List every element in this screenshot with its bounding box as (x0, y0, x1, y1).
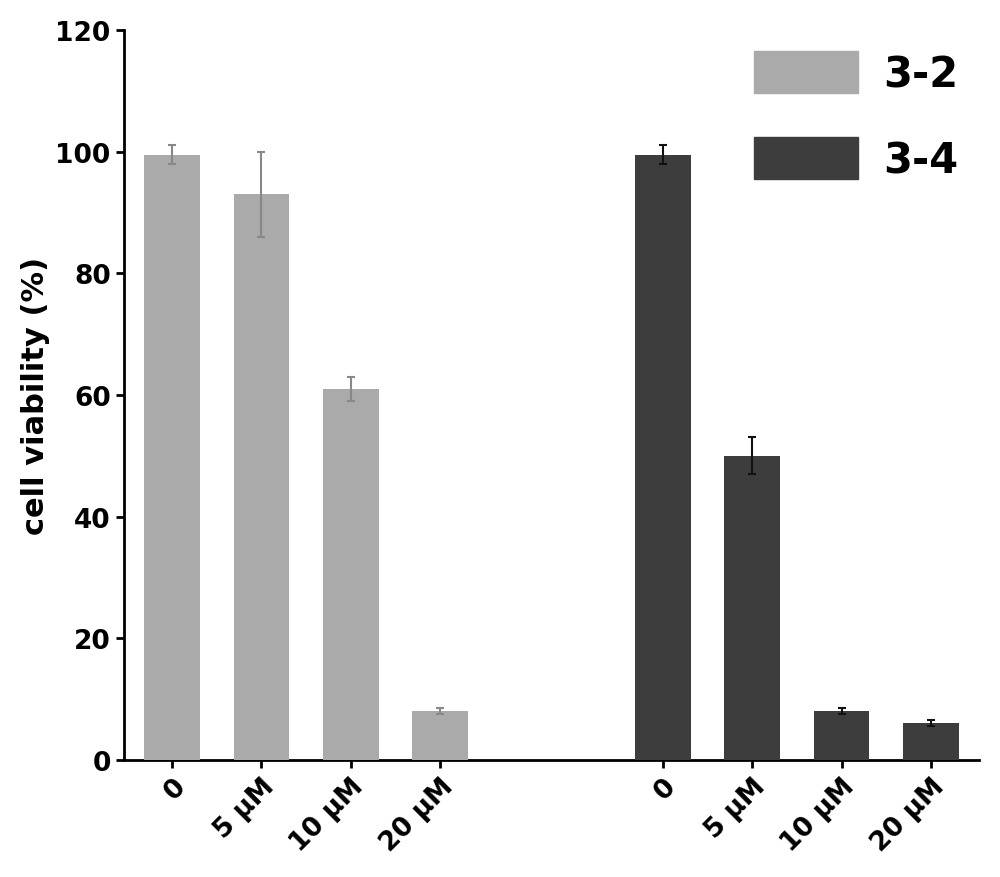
Bar (412, 711, 468, 760)
Legend: 3-2, 3-4: 3-2, 3-4 (754, 52, 958, 182)
Bar (724, 456, 780, 760)
Bar (323, 389, 379, 760)
Y-axis label: cell viability (%): cell viability (%) (21, 256, 50, 534)
Bar (635, 155, 691, 760)
Bar (814, 711, 869, 760)
Bar (144, 155, 200, 760)
Bar (234, 195, 289, 760)
Bar (903, 724, 959, 760)
